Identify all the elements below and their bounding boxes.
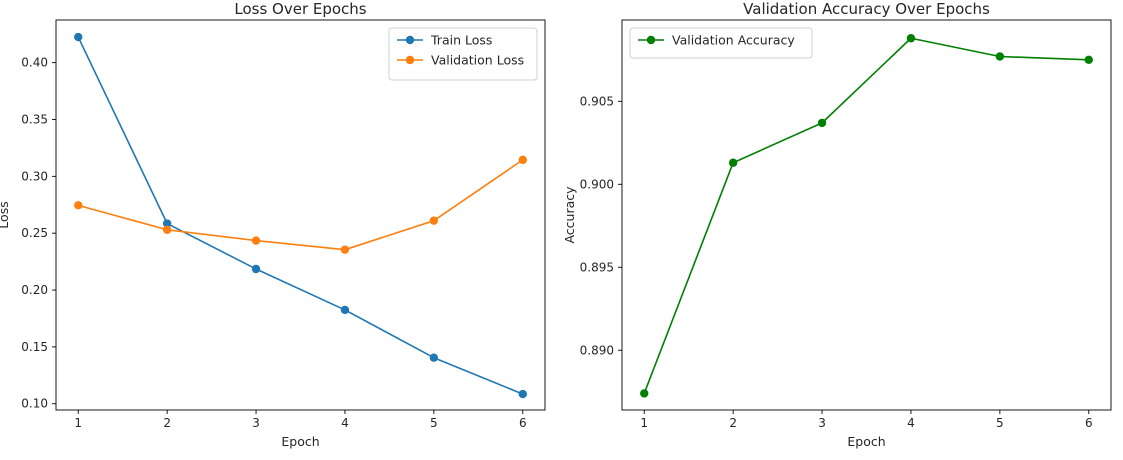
y-tick-label: 0.900 [580,177,614,191]
y-tick-label: 0.30 [21,169,48,183]
data-point [1084,55,1093,65]
series-line-validation-accuracy [643,37,1089,394]
y-axis-label: Loss [0,201,11,228]
x-tick-label: 5 [996,416,1004,430]
data-point [340,305,350,315]
y-tick-label: 0.905 [580,94,614,108]
data-point [74,201,83,210]
x-tick-label: 2 [729,416,737,430]
data-point [429,216,439,225]
data-point [251,236,261,245]
chart-title: Validation Accuracy Over Epochs [743,0,990,18]
data-point [162,225,172,234]
data-point [518,389,527,399]
x-tick-label: 6 [519,416,527,430]
legend-label: Validation Loss [431,53,524,68]
data-point [995,52,1005,61]
x-tick-label: 5 [430,416,438,430]
x-tick-label: 2 [163,416,171,430]
chart-2: Validation Accuracy Over Epochs 1 2 3 4 5 6 0.8… [562,0,1112,449]
legend-marker [646,35,656,45]
legend-box [629,27,813,59]
legend-marker [405,55,415,65]
y-tick-label: 0.40 [21,56,48,70]
series-line-validation-loss [78,159,524,251]
x-tick-label: 6 [1085,416,1093,430]
data-point [728,158,738,167]
legend-marker [405,35,415,45]
charts: Loss Over Epochs 1 2 3 4 5 6 0.10 0.15 0.20 0.25 0.… [0,0,1112,449]
y-tick-label: 0.35 [21,112,48,126]
legend: Train Loss Validation Loss [388,27,538,81]
x-tick-label: 4 [907,416,915,430]
series-line-train-loss [77,36,524,395]
data-point [518,155,527,165]
x-tick-label: 1 [640,416,648,430]
y-tick-label: 0.895 [580,260,614,274]
y-tick-label: 0.890 [580,343,614,357]
x-tick-label: 1 [74,416,82,430]
data-point [906,34,916,43]
data-point [74,32,83,42]
y-axis-label: Accuracy [562,186,577,244]
y-tick-label: 0.25 [21,226,48,240]
legend-label: Train Loss [430,33,492,48]
x-axis-label: Epoch [847,434,885,449]
data-point [640,389,649,398]
chart-1: Loss Over Epochs 1 2 3 4 5 6 0.10 0.15 0.20 0.25 0.… [0,0,546,449]
legend-label: Validation Accuracy [672,33,795,48]
data-point [340,245,350,254]
legend-box [388,27,538,81]
legend: Validation Accuracy [629,27,813,59]
data-point [251,264,261,274]
x-tick-label: 3 [252,416,260,430]
x-tick-label: 4 [341,416,349,430]
data-point [162,219,172,228]
y-tick-label: 0.10 [21,397,48,411]
chart-title: Loss Over Epochs [234,0,366,18]
y-tick-label: 0.15 [21,340,48,354]
axes-frame [55,19,546,411]
axes-frame [621,19,1112,411]
y-tick-label: 0.20 [21,283,48,297]
data-point [817,118,827,128]
data-point [429,353,439,362]
x-tick-label: 3 [818,416,826,430]
x-axis-label: Epoch [281,434,319,449]
